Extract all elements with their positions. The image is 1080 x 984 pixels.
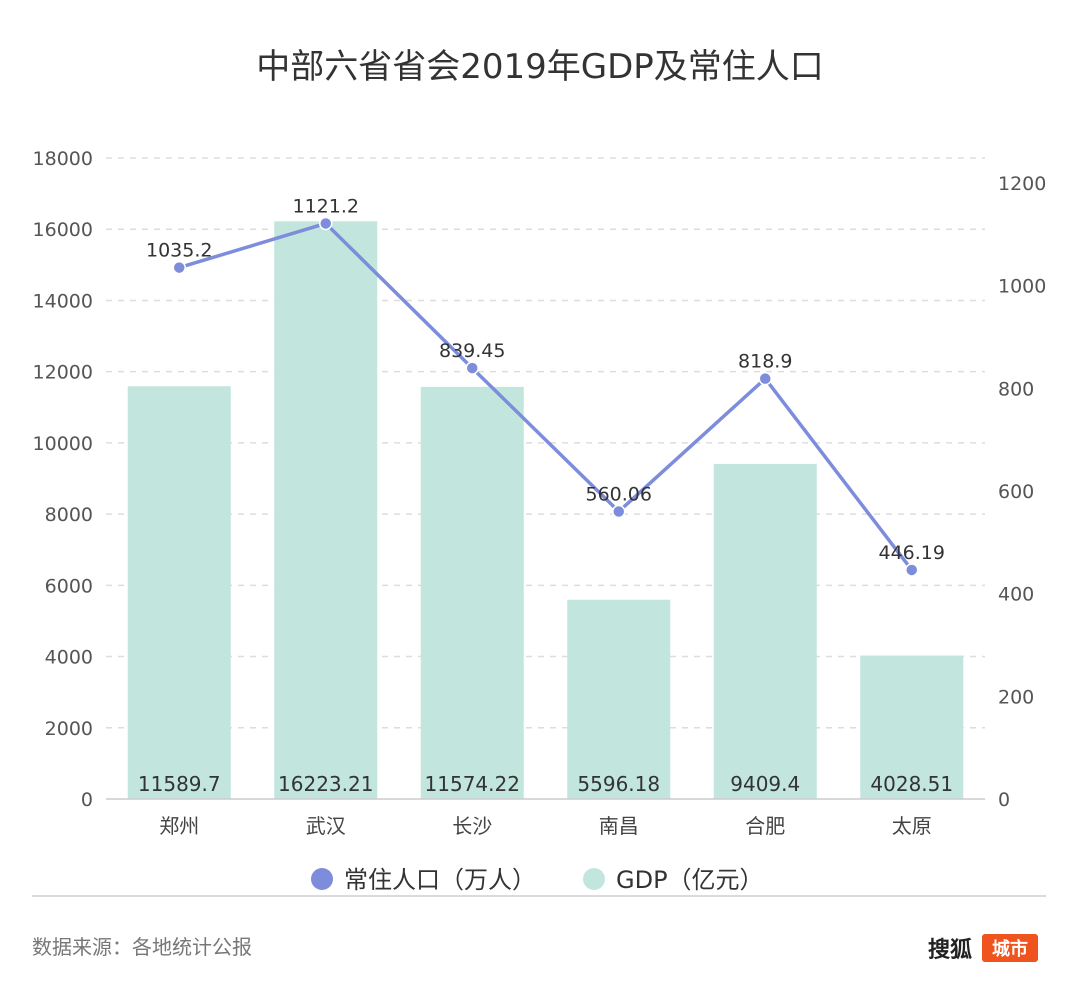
bar xyxy=(274,221,378,800)
bar xyxy=(420,386,524,799)
category-label: 郑州 xyxy=(159,814,199,838)
left-tick-label: 2000 xyxy=(45,718,93,740)
left-tick-label: 8000 xyxy=(45,504,93,526)
right-tick-label: 400 xyxy=(998,584,1034,606)
category-label: 太原 xyxy=(892,814,932,838)
category-label: 武汉 xyxy=(306,814,346,838)
brand-name: 搜狐 xyxy=(928,937,972,963)
brand-logo: 搜狐 城市 xyxy=(928,934,1038,963)
category-label: 南昌 xyxy=(599,814,639,838)
point-value-label: 446.19 xyxy=(879,542,945,564)
bar-value-label: 9409.4 xyxy=(730,772,800,796)
bar-value-label: 5596.18 xyxy=(577,772,660,796)
legend-label-gdp: GDP（亿元） xyxy=(616,866,764,894)
left-tick-label: 10000 xyxy=(33,433,93,455)
chart-title: 中部六省省会2019年GDP及常住人口 xyxy=(256,47,824,87)
right-tick-label: 1000 xyxy=(998,276,1046,298)
data-point xyxy=(758,371,772,386)
brand-badge-label: 城市 xyxy=(992,938,1028,960)
left-tick-label: 6000 xyxy=(45,575,93,597)
point-value-label: 818.9 xyxy=(738,351,792,373)
left-tick-label: 4000 xyxy=(45,647,93,669)
brand-badge xyxy=(982,934,1038,962)
line-series: 1035.2 1121.2 839.45 560.06 818.9 446.19 xyxy=(146,195,945,577)
legend-marker-gdp xyxy=(583,868,605,890)
data-point xyxy=(172,260,186,275)
bar-value-label: 16223.21 xyxy=(278,772,373,796)
point-value-label: 839.45 xyxy=(439,340,505,362)
point-value-label: 560.06 xyxy=(586,484,652,506)
left-tick-label: 14000 xyxy=(33,290,93,312)
bar-value-label: 11574.22 xyxy=(425,772,520,796)
left-axis: 0 2000 4000 6000 8000 10000 12000 14000 16000 180… xyxy=(33,148,93,811)
bar-value-label: 11589.7 xyxy=(138,772,221,796)
right-tick-label: 200 xyxy=(998,686,1034,708)
right-tick-label: 1200 xyxy=(998,173,1046,195)
category-label: 合肥 xyxy=(745,814,785,838)
bar-series: 11589.7 16223.21 11574.22 5596.18 9409.4 4028… xyxy=(127,221,964,800)
legend: 常住人口（万人） GDP（亿元） xyxy=(311,866,764,894)
data-point xyxy=(319,216,333,231)
bar-value-label: 4028.51 xyxy=(870,772,953,796)
legend-label-population: 常住人口（万人） xyxy=(344,866,536,894)
right-tick-label: 0 xyxy=(998,789,1010,811)
right-axis: 0 200 400 600 800 1000 1200 xyxy=(998,173,1046,811)
right-tick-label: 600 xyxy=(998,481,1034,503)
series-line xyxy=(178,221,914,572)
point-value-label: 1035.2 xyxy=(146,240,212,262)
bar xyxy=(713,463,817,799)
point-value-label: 1121.2 xyxy=(293,195,359,217)
left-tick-label: 0 xyxy=(81,789,93,811)
bar xyxy=(860,655,964,799)
right-tick-label: 800 xyxy=(998,378,1034,400)
category-labels: 郑州 武汉 长沙 南昌 合肥 太原 xyxy=(159,814,932,838)
category-label: 长沙 xyxy=(452,814,492,838)
left-tick-label: 12000 xyxy=(33,362,93,384)
legend-marker-population xyxy=(311,868,333,890)
grid xyxy=(106,157,985,729)
data-point xyxy=(905,563,919,577)
data-point xyxy=(465,361,479,375)
data-source: 数据来源：各地统计公报 xyxy=(32,935,252,959)
bar xyxy=(127,386,231,799)
left-tick-label: 18000 xyxy=(33,148,93,170)
data-point xyxy=(612,504,626,519)
bar xyxy=(567,599,671,799)
left-tick-label: 16000 xyxy=(33,219,93,241)
